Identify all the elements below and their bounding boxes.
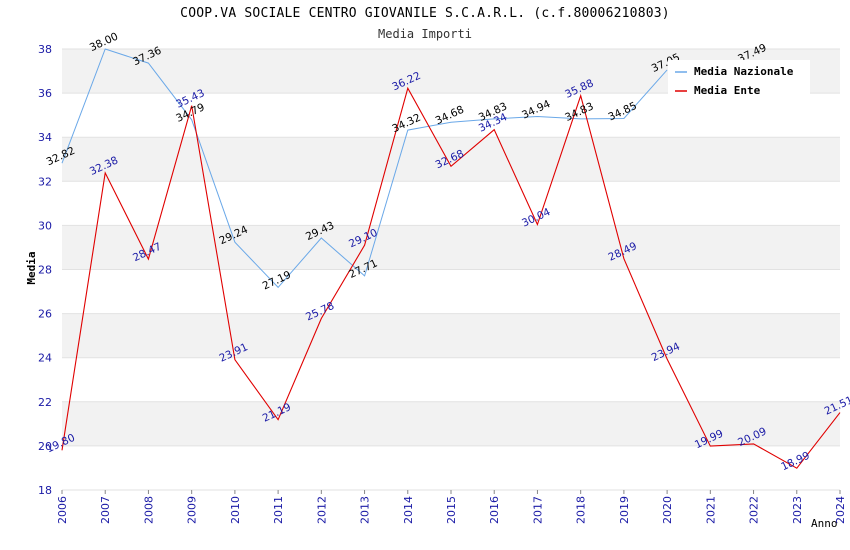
y-tick-label: 18 (38, 484, 52, 497)
series-lines (61, 49, 841, 469)
x-tick-label: 2009 (186, 496, 199, 524)
x-tick-label: 2007 (99, 496, 112, 524)
grid-bands (62, 48, 840, 491)
y-tick-label: 20 (38, 440, 52, 453)
y-tick-label: 36 (38, 87, 52, 100)
grid-band (62, 401, 840, 446)
y-tick-label: 38 (38, 43, 52, 56)
x-tick-label: 2010 (229, 496, 242, 524)
y-tick-label: 28 (38, 264, 52, 277)
grid-band (62, 181, 840, 226)
x-axis-ticks: 2006 2007 2008 2009 2010 2011 2012 2013 2014 2015… (56, 490, 847, 524)
x-tick-label: 2011 (272, 496, 285, 524)
x-tick-label: 2016 (488, 496, 501, 524)
legend: Media Nazionale Media Ente (668, 60, 810, 102)
y-axis-ticks: 18 20 22 24 26 28 30 32 34 36 38 (38, 43, 52, 497)
y-tick-label: 32 (38, 175, 52, 188)
x-tick-label: 2012 (315, 496, 328, 524)
grid-band (62, 137, 840, 182)
x-tick-label: 2014 (402, 496, 415, 524)
y-tick-label: 34 (38, 131, 52, 144)
x-tick-label: 2020 (661, 496, 674, 524)
x-tick-label: 2022 (748, 496, 761, 524)
legend-box (668, 60, 810, 102)
x-tick-label: 2019 (618, 496, 631, 524)
grid-band (62, 225, 840, 270)
y-tick-label: 26 (38, 308, 52, 321)
chart-title: COOP.VA SOCIALE CENTRO GIOVANILE S.C.A.R… (180, 6, 670, 21)
y-tick-label: 24 (38, 352, 52, 365)
x-tick-label: 2023 (791, 496, 804, 524)
legend-label-media-nazionale: Media Nazionale (694, 65, 794, 78)
x-tick-label: 2015 (445, 496, 458, 524)
y-axis-title: Media (25, 251, 38, 284)
grid-band (62, 445, 840, 490)
x-tick-label: 2021 (704, 496, 717, 524)
y-tick-label: 22 (38, 396, 52, 409)
x-axis-title: Anno (811, 517, 838, 530)
x-tick-label: 2013 (359, 496, 372, 524)
x-tick-label: 2024 (834, 496, 847, 524)
grid-band (62, 357, 840, 402)
x-tick-label: 2006 (56, 496, 69, 524)
grid-band (62, 313, 840, 358)
x-tick-label: 2017 (531, 496, 544, 524)
legend-label-media-ente: Media Ente (694, 84, 761, 97)
y-tick-label: 30 (38, 219, 52, 232)
series-line-media-ente (61, 86, 841, 469)
grid-band (62, 269, 840, 314)
x-tick-label: 2008 (142, 496, 155, 524)
chart-subtitle: Media Importi (378, 27, 472, 41)
x-tick-label: 2018 (575, 496, 588, 524)
